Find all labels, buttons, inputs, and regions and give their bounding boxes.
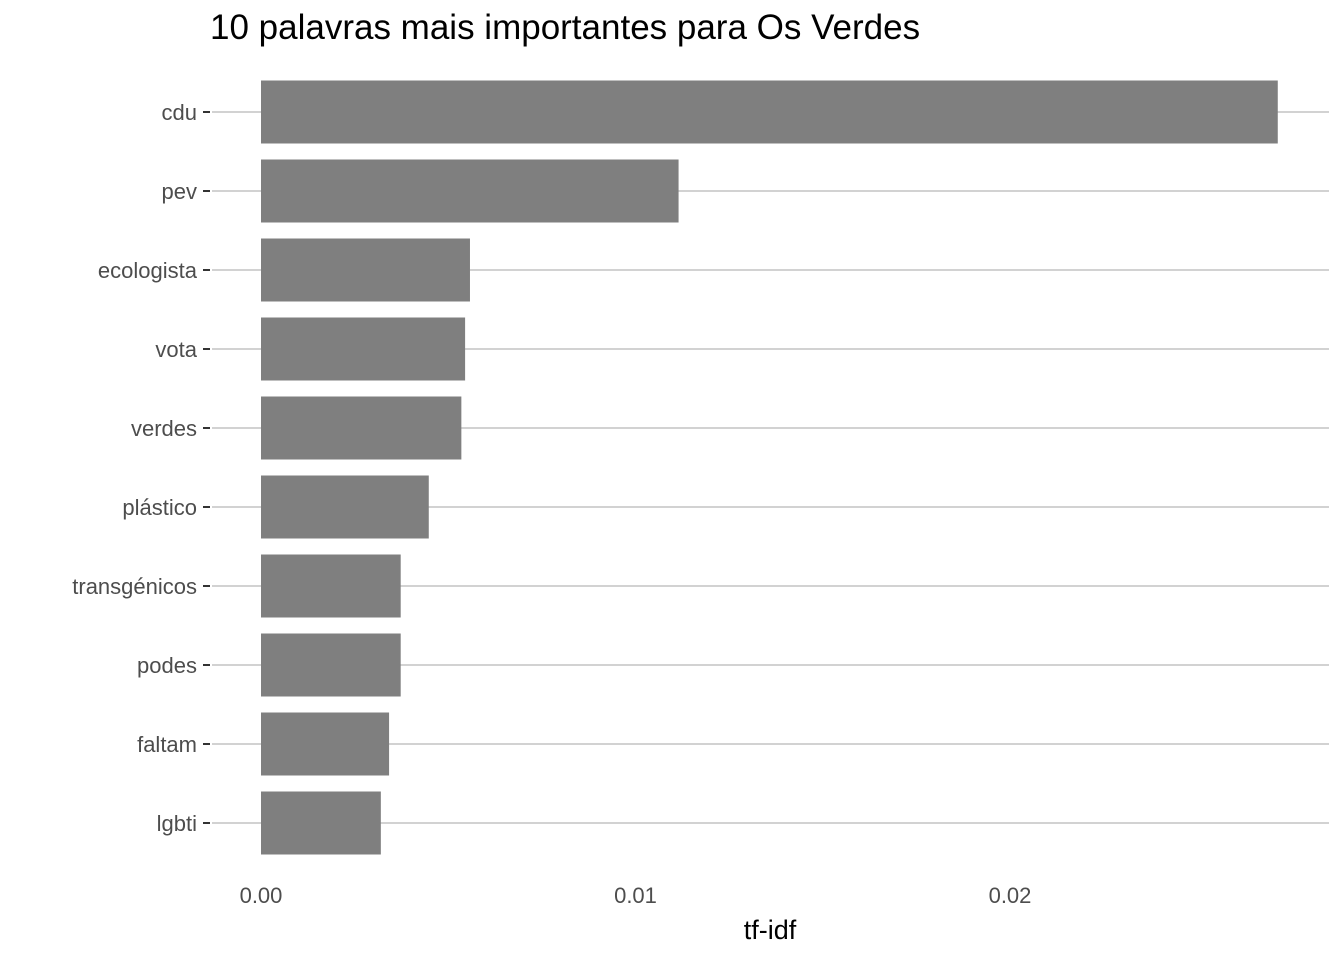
bar-5 — [261, 475, 429, 539]
x-tick-label: 0.00 — [240, 883, 283, 908]
bar-3 — [261, 317, 466, 381]
x-axis-ticks: 0.00 0.01 0.02 — [240, 883, 1032, 908]
bar-2 — [261, 238, 470, 302]
x-axis-title: tf-idf — [744, 915, 797, 945]
bar-4 — [261, 396, 462, 460]
y-tick-label: plástico — [122, 495, 197, 520]
bar-6 — [261, 554, 401, 618]
bar-layer — [261, 80, 1278, 855]
bar-8 — [261, 712, 390, 776]
y-tick-label: faltam — [137, 732, 197, 757]
x-tick-label: 0.02 — [989, 883, 1032, 908]
y-tick-label: ecologista — [98, 258, 198, 283]
y-tick-label: transgénicos — [72, 574, 197, 599]
y-tick-label: pev — [162, 179, 197, 204]
y-axis-ticks: cdu pev ecologista vota verdes plástico transg… — [72, 100, 210, 836]
y-tick-label: podes — [137, 653, 197, 678]
bar-7 — [261, 633, 401, 697]
y-tick-label: vota — [155, 337, 197, 362]
chart-title: 10 palavras mais importantes para Os Ver… — [210, 8, 921, 47]
bar-0 — [261, 80, 1278, 144]
bar-9 — [261, 791, 381, 855]
y-tick-label: cdu — [162, 100, 197, 125]
x-tick-label: 0.01 — [614, 883, 657, 908]
bar-1 — [261, 159, 679, 223]
y-tick-label: lgbti — [157, 811, 197, 836]
y-tick-label: verdes — [131, 416, 197, 441]
